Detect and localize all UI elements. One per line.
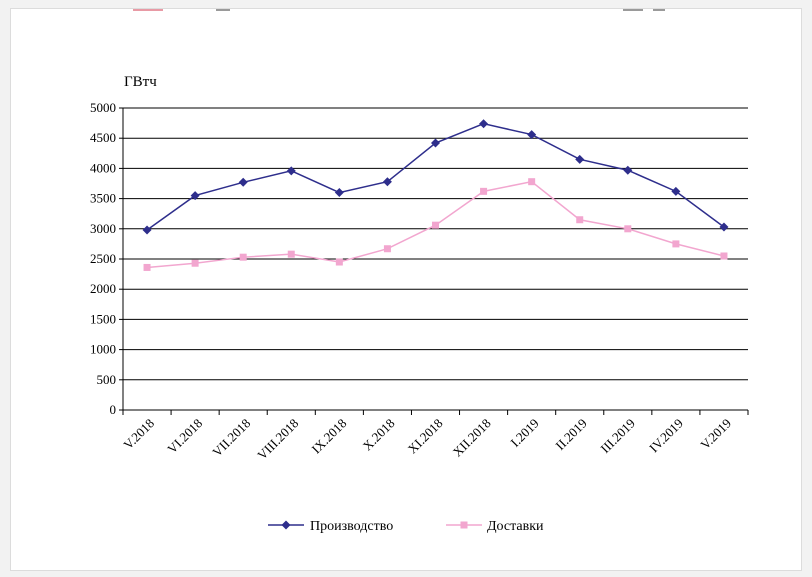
data-point [719,222,729,232]
data-point [671,186,681,196]
y-axis-unit-label: ГВтч [124,74,157,90]
x-tick-label: VII.2018 [209,416,253,460]
data-point [383,245,391,253]
legend-marker [460,521,468,529]
x-tick-label: IV.2019 [646,416,686,456]
data-point [623,165,633,175]
legend-label: Доставки [487,519,544,534]
x-tick-label: XI.2018 [405,416,446,457]
legend-item-1: Производство [268,519,393,534]
x-tick-label: I.2019 [507,416,541,450]
x-tick-labels: V.2018 VI.2018 VII.2018 VIII.2018 IX.2018 X.2… [120,416,734,463]
y-tick-label: 2000 [90,281,116,296]
y-tick-labels: 0 500 1000 1500 2000 2500 3000 3500 4000 4500 5000 [90,100,116,417]
data-point [238,177,248,187]
y-tick-label: 2500 [90,251,116,266]
data-point [335,258,343,266]
y-tick-label: 500 [97,372,117,387]
x-tick-label: V.2019 [697,416,734,453]
data-point [624,225,632,233]
data-point [287,250,295,258]
x-tick-label: IX.2018 [308,416,349,457]
y-tick-label: 5000 [90,100,116,115]
x-tick-label: X.2018 [360,416,398,454]
data-point [720,252,728,260]
x-tick-label: III.2019 [597,416,637,456]
y-tick-label: 0 [110,402,117,417]
y-tick-label: 4500 [90,130,116,145]
data-point [575,154,585,164]
data-point [143,263,151,271]
data-point [382,177,392,187]
x-tick-label: II.2019 [552,416,589,453]
legend-item-2: Доставки [446,519,544,534]
data-point [479,119,489,129]
y-tick-label: 4000 [90,160,116,175]
axes [119,107,749,415]
top-strip-fragment [11,9,801,13]
gridlines [123,107,748,381]
legend-label: Производство [310,519,393,534]
data-point [480,187,488,195]
data-point [576,216,584,224]
x-tick-label: XII.2018 [450,416,494,460]
x-tick-label: VI.2018 [164,416,205,457]
data-point [239,253,247,261]
data-point [286,166,296,176]
legend: Производство Доставки [268,519,544,534]
y-tick-label: 3500 [90,191,116,206]
legend-marker [281,520,291,530]
data-point [142,225,152,235]
data-point [334,188,344,198]
data-point [190,191,200,201]
data-point [432,221,439,229]
series-2 [143,178,728,271]
y-tick-label: 1500 [90,311,116,326]
data-point [527,130,537,140]
x-tick-label: V.2018 [120,416,157,453]
y-tick-label: 3000 [90,221,116,236]
series-layer [142,119,729,271]
data-point [672,240,680,248]
data-point [528,178,536,186]
y-tick-label: 1000 [90,342,116,357]
data-point [191,259,199,267]
series-1 [142,119,729,235]
x-tick-label: VIII.2018 [254,416,301,463]
data-point [431,138,440,148]
